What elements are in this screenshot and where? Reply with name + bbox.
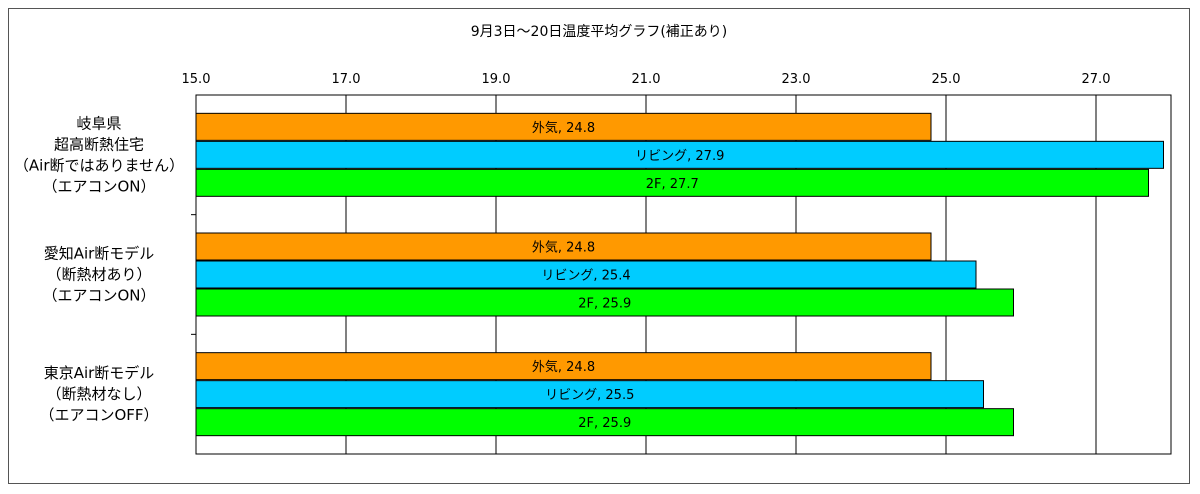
x-tick-label: 19.0	[482, 72, 511, 87]
chart-svg: 9月3日～20日温度平均グラフ(補正あり) 15.0 17.0 19.0 21.0 23…	[14, 24, 1172, 455]
category-label: 東京Air断モデル	[44, 364, 155, 382]
x-tick-label: 17.0	[332, 72, 361, 87]
bar-outdoor	[195, 232, 932, 261]
data-label: 外気, 24.8	[532, 240, 595, 256]
data-label: リビング, 25.5	[545, 388, 634, 403]
bar-living	[195, 380, 984, 409]
data-label: 2F, 27.7	[646, 177, 699, 192]
category-label: （Air断ではありません）	[14, 156, 184, 174]
bar-layer: 外気, 24.8 リビング, 27.9 2F, 27.7 外気, 24.8 リビング, …	[195, 112, 1164, 437]
data-label: リビング, 27.9	[635, 149, 724, 164]
category-label: （断熱材あり）	[46, 266, 151, 284]
chart-title: 9月3日～20日温度平均グラフ(補正あり)	[471, 24, 728, 40]
plot-area-border	[195, 94, 1172, 455]
category-label: （エアコンON）	[42, 287, 155, 305]
x-tick-label: 21.0	[632, 72, 661, 87]
chart-frame: 9月3日～20日温度平均グラフ(補正あり) 15.0 17.0 19.0 21.0 23…	[8, 8, 1190, 484]
x-tick-label: 23.0	[782, 72, 811, 87]
bar-2f	[195, 168, 1149, 197]
data-label: 2F, 25.9	[578, 416, 631, 431]
bar-living	[195, 260, 977, 289]
category-label: 岐阜県	[76, 114, 121, 132]
category-label: （断熱材なし）	[46, 385, 151, 403]
bar-outdoor	[195, 352, 932, 381]
x-tick-label: 27.0	[1082, 72, 1111, 87]
bar-living	[195, 140, 1164, 169]
data-label: リビング, 25.4	[541, 269, 630, 284]
category-label: 愛知Air断モデル	[44, 245, 155, 263]
data-label: 2F, 25.9	[578, 297, 631, 312]
data-label: 外気, 24.8	[532, 359, 595, 375]
category-label: （エアコンOFF）	[39, 406, 158, 424]
bar-2f	[195, 288, 1014, 317]
category-label: （エアコンON）	[42, 177, 155, 195]
bar-2f	[195, 408, 1014, 437]
category-label: 超高断熱住宅	[54, 135, 144, 153]
x-tick-label: 15.0	[182, 72, 211, 87]
data-label: 外気, 24.8	[532, 120, 595, 136]
x-tick-labels: 15.0 17.0 19.0 21.0 23.0 25.0 27.0	[182, 72, 1111, 87]
x-tick-label: 25.0	[932, 72, 961, 87]
